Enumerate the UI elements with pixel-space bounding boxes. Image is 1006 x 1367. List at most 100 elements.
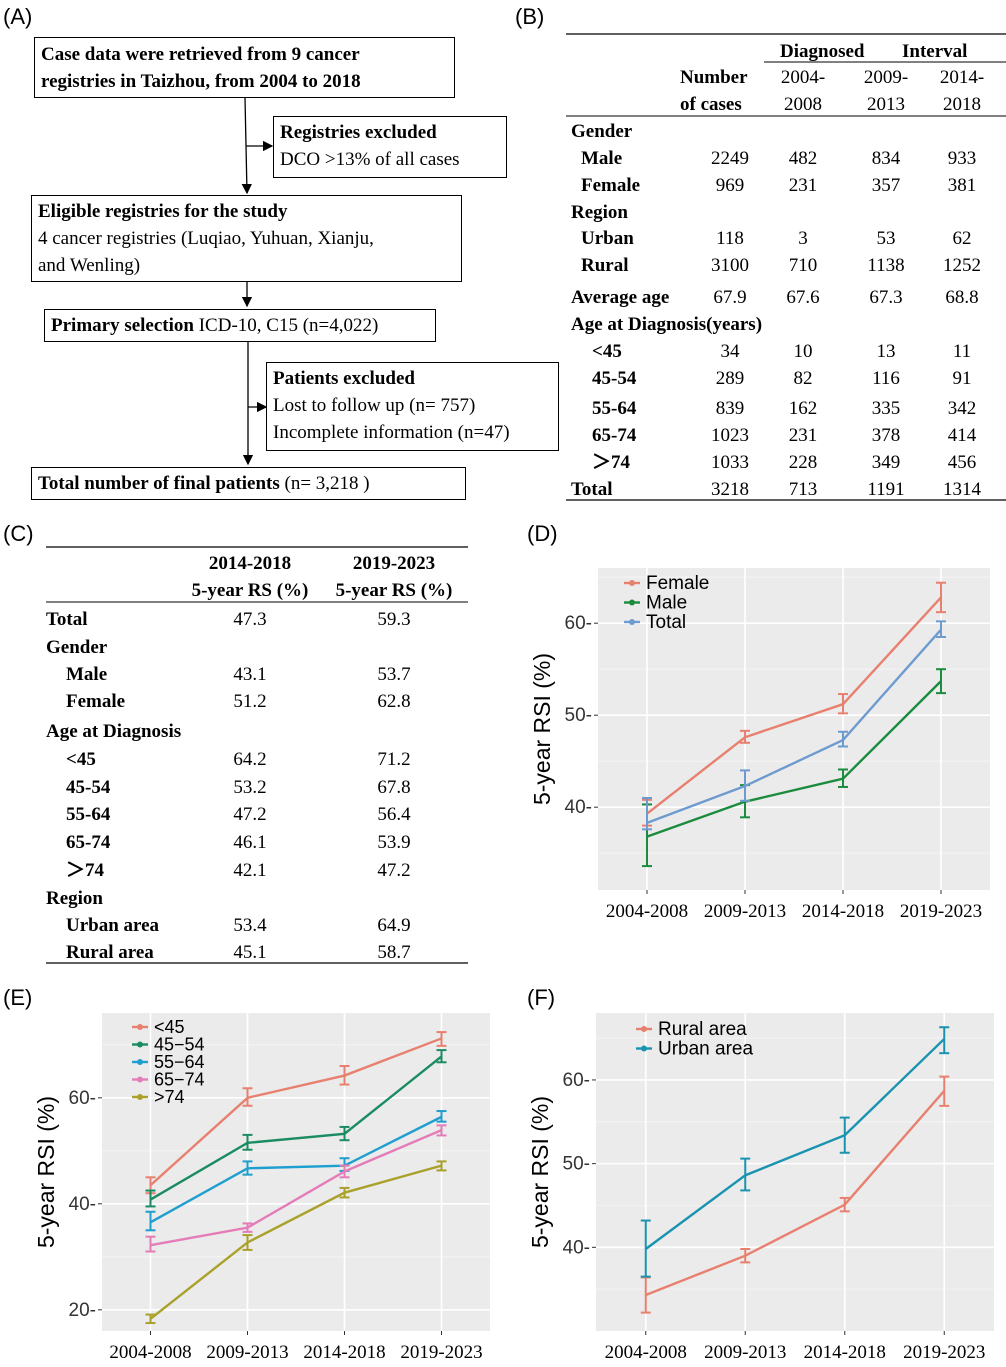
- y-tick-label: 40-: [565, 797, 592, 818]
- table-b-cell: 1252: [943, 255, 981, 276]
- table-c-row-label: 55-64: [66, 804, 111, 825]
- chart-d: 40- 50- 60- 2004-2008 2009-2013 2014-2018 2019…: [529, 568, 990, 922]
- table-b-cell: 357: [872, 175, 901, 196]
- y-tick-label: 60-: [565, 613, 592, 634]
- table-b-cell: 1033: [711, 452, 749, 473]
- table-b-cell: 2249: [711, 148, 749, 169]
- table-c-cell: 47.2: [233, 804, 266, 825]
- series-line: [149, 1037, 442, 1187]
- table-b-cell: 3100: [711, 255, 749, 276]
- table-c-cell: 59.3: [377, 609, 410, 630]
- table-b-cell: 1191: [867, 479, 904, 500]
- table-c-cell: 64.2: [233, 749, 266, 770]
- x-tick-label: 2014-2018: [802, 901, 884, 922]
- table-c-row-label: Age at Diagnosis: [46, 721, 181, 742]
- y-tick-label: 60-: [69, 1088, 96, 1109]
- legend-label: Female: [646, 573, 709, 594]
- table-b-cell: 67.9: [713, 287, 746, 308]
- y-axis-label: 5-year RSI (%): [527, 1096, 553, 1248]
- flow-box-primary-selection: Primary selection ICD-10, C15 (n=4,022): [44, 309, 436, 342]
- x-tick-label: 2019-2023: [400, 1342, 482, 1363]
- table-c-row-label: Gender: [46, 637, 108, 658]
- table-c-cell: 58.7: [377, 942, 410, 963]
- table-b-cell: 13: [877, 341, 896, 362]
- y-axis-label: 5-year RSI (%): [529, 653, 555, 805]
- plot-background: [598, 568, 990, 890]
- chart-f: 40- 50- 60- 2004-2008 2009-2013 2014-2018 2019…: [527, 1013, 994, 1363]
- table-b-cell: 482: [789, 148, 818, 169]
- table-c-row-label: Total: [46, 609, 88, 630]
- table-c-cell: 71.2: [377, 749, 410, 770]
- table-b-cell: 67.6: [786, 287, 819, 308]
- table-b-period-2-top: 2014-: [940, 67, 984, 88]
- table-c-row-label: 65-74: [66, 832, 111, 853]
- x-tick-label: 2009-2013: [704, 901, 786, 922]
- table-c-header-rs: 5-year RS (%): [336, 580, 453, 601]
- table-b-cell: 231: [789, 175, 818, 196]
- legend-dot: [629, 580, 635, 586]
- flow-excl2-line1: Lost to follow up (n= 757): [273, 395, 476, 416]
- table-b-row-label: 55-64: [592, 398, 637, 419]
- series-line: [646, 680, 942, 838]
- panel-label-c: (C): [3, 521, 34, 546]
- flow-box4-bold: Total number of final patients: [38, 473, 280, 494]
- table-b-cell: 1314: [943, 479, 982, 500]
- x-tick-label: 2009-2013: [704, 1342, 786, 1363]
- table-b-cell: 3: [798, 228, 808, 249]
- table-b-cell: 713: [789, 479, 818, 500]
- table-c: 2014-2018 2019-2023 5-year RS (%) 5-year RS…: [46, 546, 468, 964]
- legend-dot: [137, 1094, 143, 1100]
- table-b-cell: 3218: [711, 479, 749, 500]
- series-line: [645, 1038, 946, 1250]
- panel-label-f: (F): [527, 985, 556, 1010]
- table-b-cell: 710: [789, 255, 818, 276]
- series-line: [646, 628, 942, 824]
- y-tick-label: 50-: [563, 1154, 590, 1175]
- table-b-row-label: Female: [581, 175, 640, 196]
- panel-label-e: (E): [3, 985, 33, 1010]
- legend-label: Urban area: [658, 1039, 753, 1060]
- series-line: [149, 1164, 442, 1320]
- table-b-cell: 378: [872, 425, 901, 446]
- panel-label-b: (B): [515, 4, 545, 29]
- table-b-row-label: 45-54: [592, 368, 637, 389]
- table-c-cell: 43.1: [233, 664, 266, 685]
- table-b-period-0-bottom: 2008: [784, 94, 822, 115]
- table-b-row-label: Region: [571, 202, 628, 223]
- table-c-row-label: ＞74: [66, 860, 105, 881]
- table-b-row-label: Gender: [571, 121, 633, 142]
- table-b-header-interval: Interval: [902, 41, 967, 62]
- table-c-row-label: Urban area: [66, 915, 160, 936]
- table-c-cell: 64.9: [377, 915, 410, 936]
- table-b-cell: 116: [872, 368, 900, 389]
- legend-dot: [137, 1041, 143, 1048]
- table-b-cell: 82: [794, 368, 813, 389]
- x-tick-label: 2009-2013: [206, 1342, 288, 1363]
- legend-dot: [137, 1059, 143, 1065]
- flow-box-retrieval: Case data were retrieved from 9 cancer r…: [34, 37, 455, 98]
- flow-box3-text: ICD-10, C15 (n=4,022): [193, 315, 379, 336]
- table-c-cell: 53.2: [233, 777, 266, 798]
- y-tick-label: 40-: [69, 1194, 96, 1215]
- table-b-row-label: Urban: [581, 228, 634, 249]
- panel-label-a: (A): [3, 4, 33, 29]
- flow-box2-line2: and Wenling): [38, 255, 141, 276]
- flow-excl1-text: DCO >13% of all cases: [280, 149, 460, 170]
- y-tick-label: 40-: [563, 1237, 590, 1258]
- table-c-row-label: <45: [66, 749, 96, 770]
- table-b-cell: 34: [721, 341, 741, 362]
- y-axis-label: 5-year RSI (%): [33, 1096, 59, 1248]
- table-b-cell: 91: [953, 368, 972, 389]
- flowchart-arrows: [241, 97, 274, 466]
- table-b-cell: 228: [789, 452, 818, 473]
- legend-label: <45: [154, 1017, 185, 1037]
- flow-excl2-line2: Incomplete information (n=47): [273, 422, 510, 443]
- table-b-row-label: Average age: [571, 287, 669, 308]
- flow-box-registries-excluded: Registries excluded DCO >13% of all case…: [273, 116, 507, 178]
- legend-label: Total: [646, 612, 686, 633]
- table-b-cell: 969: [716, 175, 745, 196]
- series-line: [149, 1115, 443, 1224]
- flow-box-eligible: Eligible registries for the study 4 canc…: [31, 195, 462, 282]
- y-tick-label: 60-: [563, 1070, 590, 1091]
- flow-box2-title: Eligible registries for the study: [38, 201, 288, 222]
